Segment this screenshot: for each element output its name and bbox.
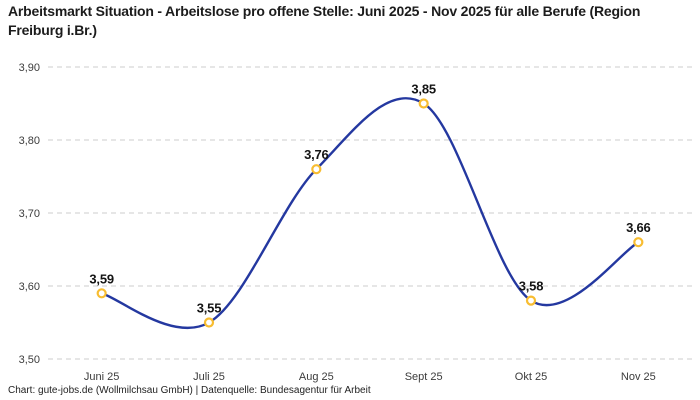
data-point-label: 3,76 [304, 147, 329, 162]
x-axis-tick-label: Juni 25 [84, 371, 119, 383]
y-axis-tick-label: 3,50 [19, 354, 40, 366]
data-point-label: 3,59 [89, 271, 114, 286]
data-point-marker [525, 295, 537, 306]
data-point-label: 3,55 [197, 301, 222, 316]
data-point-label: 3,66 [626, 220, 651, 235]
data-point-marker [311, 164, 322, 175]
data-point-marker [633, 237, 644, 248]
y-axis-tick-label: 3,70 [19, 208, 40, 220]
y-axis-tick-label: 3,60 [19, 281, 40, 293]
x-axis-tick-label: Juli 25 [193, 371, 225, 383]
x-axis-tick-label: Nov 25 [621, 371, 656, 383]
y-axis-tick-label: 3,90 [19, 62, 40, 74]
data-point-label: 3,58 [519, 279, 544, 294]
line-series [100, 97, 640, 330]
x-axis-tick-label: Aug 25 [299, 371, 334, 383]
chart-title: Arbeitsmarkt Situation - Arbeitslose pro… [8, 3, 641, 38]
data-point-marker [418, 98, 429, 109]
x-axis-tick-label: Okt 25 [515, 371, 547, 383]
chart-attribution: Chart: gute-jobs.de (Wollmilchsau GmbH) … [8, 385, 371, 396]
y-axis-tick-label: 3,80 [19, 135, 40, 147]
x-axis-tick-label: Sept 25 [405, 371, 443, 383]
data-point-marker [203, 317, 215, 328]
data-point-label: 3,85 [411, 82, 436, 97]
data-point-marker [96, 288, 107, 299]
